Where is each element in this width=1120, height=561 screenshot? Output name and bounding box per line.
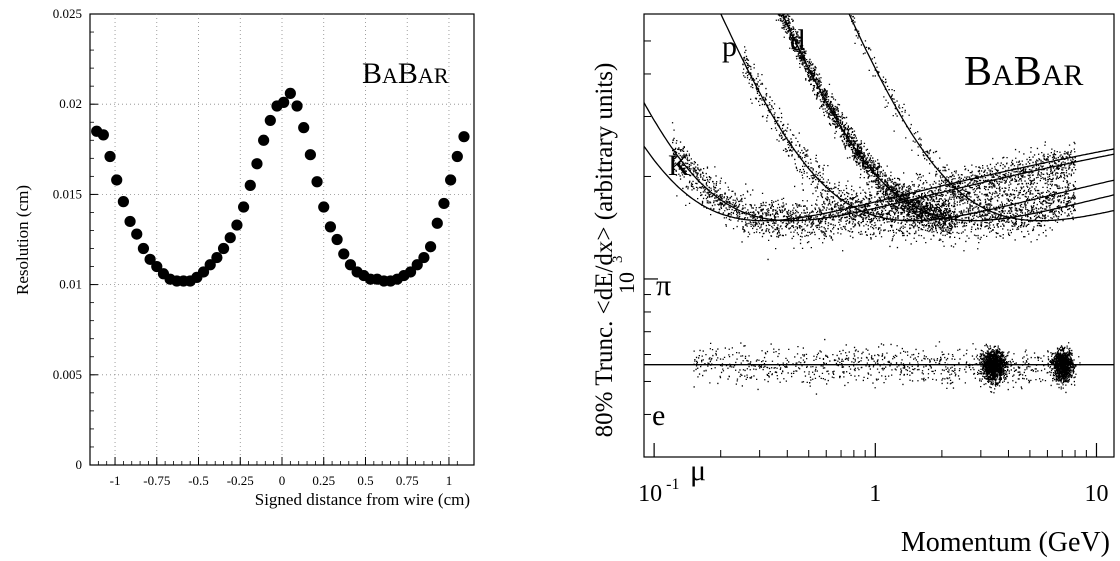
- resolution-data-point: [291, 100, 303, 112]
- resolution-data-point: [217, 242, 230, 255]
- dedx-x-axis-label: Momentum (GeV): [901, 527, 1110, 558]
- resolution-data-point: [197, 266, 210, 278]
- resolution-y-tick-label: 0.005: [53, 367, 82, 382]
- resolution-data-point: [445, 174, 457, 186]
- dedx-watermark: BABAR: [964, 49, 1083, 95]
- resolution-x-tick-label: -0.5: [188, 473, 209, 488]
- resolution-data-point: [424, 241, 437, 253]
- resolution-data-point: [438, 197, 450, 210]
- resolution-x-tick-label: -0.25: [227, 473, 254, 488]
- resolution-data-point: [224, 232, 236, 244]
- dedx-curve-μ: [644, 145, 1114, 222]
- resolution-data-point: [284, 87, 296, 99]
- resolution-y-tick-label: 0.015: [53, 186, 82, 201]
- resolution-data-point: [211, 251, 223, 264]
- resolution-data-point: [411, 259, 423, 271]
- resolution-data-point: [137, 242, 150, 255]
- resolution-ticks: -1 -0.75 -0.5 -0.25 0 0.25 0.5 0.75 1 0 0.005 0.01 0…: [53, 6, 458, 488]
- resolution-x-tick-label: 0.25: [312, 473, 335, 488]
- dedx-band-label-muon: μ: [690, 454, 706, 487]
- dedx-x-tick-exponent: -1: [666, 476, 679, 493]
- dedx-band-label-electron: e: [652, 399, 665, 432]
- resolution-y-tick-label: 0.01: [59, 277, 82, 292]
- dedx-curves: [644, 14, 1114, 366]
- resolution-x-tick-label: -1: [110, 473, 121, 488]
- resolution-data-point: [251, 158, 263, 170]
- resolution-data-point: [331, 233, 343, 246]
- resolution-data-point: [97, 129, 109, 141]
- resolution-data-point: [458, 131, 470, 143]
- resolution-data-point: [431, 217, 443, 229]
- resolution-x-tick-label: 0.5: [357, 473, 373, 488]
- resolution-x-tick-label: 1: [446, 473, 453, 488]
- dedx-y-tick-exponent: 3: [610, 255, 626, 263]
- dedx-curve-d: [848, 14, 1114, 222]
- resolution-y-axis-label: Resolution (cm): [13, 185, 32, 295]
- resolution-watermark: BABAR: [362, 57, 449, 90]
- resolution-x-axis-label: Signed distance from wire (cm): [255, 490, 470, 509]
- resolution-data-point: [404, 266, 417, 278]
- resolution-data-point: [324, 221, 337, 233]
- resolution-grid: [90, 14, 474, 465]
- dedx-band-label-deuteron: d: [790, 24, 805, 57]
- resolution-data-point: [238, 201, 250, 213]
- dedx-curve-p: [781, 14, 1114, 222]
- resolution-data-point: [278, 96, 290, 108]
- resolution-data-point: [258, 134, 270, 146]
- resolution-y-tick-label: 0.025: [53, 6, 82, 21]
- resolution-data-point: [338, 248, 350, 260]
- dedx-x-tick-label: 10: [1084, 481, 1108, 507]
- resolution-data-point: [231, 219, 243, 231]
- resolution-data-point: [311, 176, 323, 188]
- resolution-data-point: [204, 259, 216, 271]
- dedx-x-tick-label: 1: [869, 481, 881, 507]
- resolution-data-point: [264, 114, 276, 127]
- dedx-y-axis-label: 80% Trunc. <dE/dx> (arbitrary units): [591, 63, 618, 438]
- resolution-data-point: [451, 150, 463, 163]
- resolution-data-point: [111, 174, 123, 186]
- resolution-data-point: [298, 122, 310, 134]
- resolution-x-tick-label: -0.75: [143, 473, 170, 488]
- resolution-chart: -1 -0.75 -0.5 -0.25 0 0.25 0.5 0.75 1 0 0.005 0.01 0…: [13, 6, 475, 509]
- resolution-data-point: [144, 253, 156, 265]
- resolution-data-point: [124, 215, 136, 228]
- resolution-data-point: [344, 259, 357, 271]
- resolution-data-point: [151, 260, 163, 273]
- resolution-data-point: [131, 228, 143, 240]
- resolution-data-point: [418, 251, 430, 264]
- resolution-data-point: [104, 150, 116, 163]
- dedx-band-labels: p d Kπ eμ: [652, 24, 805, 487]
- dedx-band-label-pion: π: [656, 269, 671, 302]
- dedx-band-label-kaon: K: [668, 149, 690, 182]
- dedx-curve-K: [720, 14, 1114, 222]
- resolution-y-tick-label: 0.02: [59, 96, 82, 111]
- dedx-curve-π: [644, 102, 1114, 222]
- resolution-x-tick-label: 0: [279, 473, 286, 488]
- dedx-plot-frame: [643, 13, 1115, 458]
- resolution-data-point: [117, 196, 129, 208]
- resolution-data-point: [318, 201, 330, 213]
- resolution-y-tick-label: 0: [76, 457, 83, 472]
- resolution-data-point: [244, 179, 256, 191]
- resolution-points: [91, 87, 470, 287]
- resolution-x-tick-label: 0.75: [396, 473, 419, 488]
- dedx-y-tick-label: 10: [614, 272, 639, 294]
- dedx-x-tick-label: 10: [638, 481, 662, 507]
- dedx-band-label-proton: p: [722, 30, 737, 63]
- resolution-data-point: [304, 149, 316, 161]
